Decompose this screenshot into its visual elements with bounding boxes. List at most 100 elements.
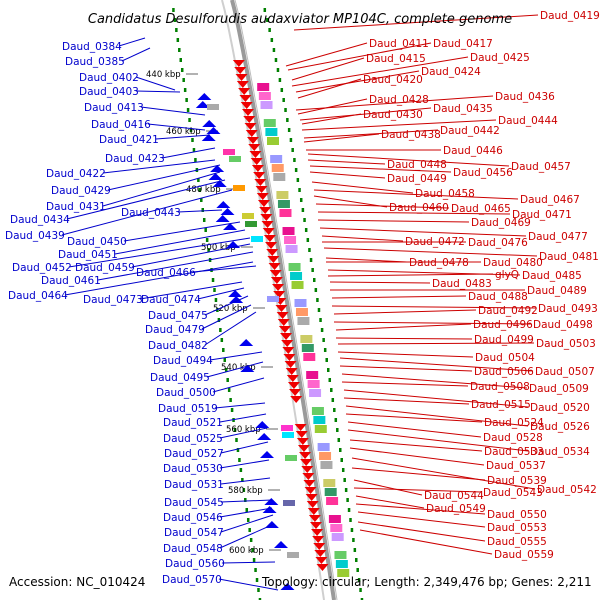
right-leader-line (355, 503, 486, 515)
right-gene-label: Daud_0543 (483, 487, 543, 499)
left-gene-labels: Daud_0384 Daud_0385 Daud_0402 Daud_0403 Daud… (5, 41, 225, 586)
gc-dot (189, 128, 193, 132)
reverse-gene-arrow (301, 466, 314, 473)
right-gene-label: Daud_0555 (487, 536, 547, 548)
gene-function-block (337, 569, 350, 577)
left-gene-label: Daud_0531 (164, 479, 224, 491)
gc-dot (330, 388, 333, 392)
reverse-gene-arrow (286, 375, 299, 382)
gc-dot (346, 498, 349, 502)
gc-dot (282, 98, 285, 102)
gene-function-block (282, 432, 294, 438)
left-gene-label: Daud_0500 (156, 387, 216, 399)
gc-dot (197, 178, 200, 182)
right-gene-label: Daud_0448 (387, 159, 447, 171)
forward-gene-arrow (223, 223, 238, 230)
gc-dot (258, 598, 262, 600)
right-leader-line (341, 381, 469, 387)
right-leader-line (343, 389, 529, 408)
left-gene-label: Daud_0384 (62, 41, 122, 53)
gc-dot (263, 8, 267, 12)
forward-gene-arrow (280, 583, 295, 590)
right-gene-label: Daud_0420 (363, 74, 423, 86)
left-gene-label: Daud_0443 (121, 207, 181, 219)
left-leader-lines (61, 37, 279, 591)
right-leader-line (347, 429, 529, 452)
gc-dot (186, 108, 190, 112)
gc-dot (249, 538, 253, 542)
right-gene-label: Daud_0539 (487, 475, 547, 487)
reverse-gene-arrow (253, 172, 266, 179)
left-leader-line (206, 361, 264, 378)
gc-dot (207, 248, 210, 252)
gc-dot (286, 118, 289, 122)
forward-gene-arrow (195, 101, 210, 108)
right-gene-label: Daud_0472 (405, 236, 465, 248)
right-gene-label: Daud_0528 (483, 432, 543, 444)
gc-dot (272, 48, 276, 52)
backbone-arcs (172, 0, 364, 600)
right-gene-label: Daud_0430 (363, 109, 423, 121)
right-leader-line (309, 165, 452, 173)
right-leader-line (357, 521, 486, 542)
gc-dot (349, 518, 352, 522)
reverse-gene-arrow (255, 186, 268, 193)
reverse-gene-arrow (284, 361, 297, 368)
right-leader-line (291, 57, 365, 81)
forward-gene-arrow (206, 127, 221, 134)
gc-dot (183, 88, 187, 92)
left-leader-line (220, 499, 273, 503)
gc-dot (239, 468, 243, 472)
right-leader-line (337, 342, 535, 345)
left-gene-label: Daud_0525 (163, 433, 223, 445)
right-gene-label: glyQ (495, 269, 519, 281)
left-leader-line (123, 221, 241, 242)
gene-function-block (251, 236, 263, 242)
left-gene-label: Daud_0545 (164, 497, 224, 509)
right-leader-line (323, 247, 538, 257)
gc-dot (304, 228, 308, 232)
gc-dot (347, 508, 351, 512)
right-gene-label: Daud_0478 (409, 257, 469, 269)
right-leader-line (331, 305, 537, 309)
right-gene-label: Daud_0456 (453, 167, 513, 179)
gc-dot (359, 588, 362, 592)
right-leader-line (341, 373, 528, 389)
gc-dot (357, 578, 361, 582)
left-leader-line (209, 351, 263, 361)
right-gene-label: Daud_0465 (451, 203, 511, 215)
gc-dot (211, 278, 215, 282)
backbone-edge-arc (234, 0, 338, 600)
right-gene-label: Daud_0498 (533, 319, 593, 331)
reverse-gene-arrow (281, 340, 294, 347)
gc-dot (311, 268, 314, 272)
gene-function-block (301, 344, 314, 352)
forward-gene-arrow (262, 506, 277, 513)
right-leader-line (349, 439, 483, 452)
reverse-gene-arrow (236, 81, 249, 88)
left-gene-label: Daud_0560 (165, 558, 225, 570)
gc-dot (333, 408, 336, 412)
gene-function-block (257, 83, 270, 91)
reverse-gene-arrow (306, 501, 319, 508)
left-leader-line (68, 237, 251, 268)
reverse-gene-arrow (248, 144, 261, 151)
right-gene-label: Daud_0499 (474, 334, 534, 346)
gc-dot (287, 128, 291, 132)
gc-dot (319, 318, 322, 322)
gene-function-block (282, 227, 295, 235)
gc-dot (336, 428, 339, 432)
reverse-gene-arrow (314, 550, 327, 557)
gene-function-block (309, 389, 322, 397)
right-leader-line (337, 351, 474, 358)
right-leader-line (339, 365, 473, 372)
gc-dot (219, 328, 222, 332)
reverse-gene-arrow (241, 109, 254, 116)
right-gene-label: Daud_0438 (381, 129, 441, 141)
gene-function-block (283, 500, 295, 506)
right-leader-line (309, 171, 386, 179)
forward-gene-arrow (264, 498, 279, 505)
left-gene-label: Daud_0450 (67, 236, 127, 248)
gc-dot (328, 378, 332, 382)
forward-gene-arrow (212, 180, 227, 187)
